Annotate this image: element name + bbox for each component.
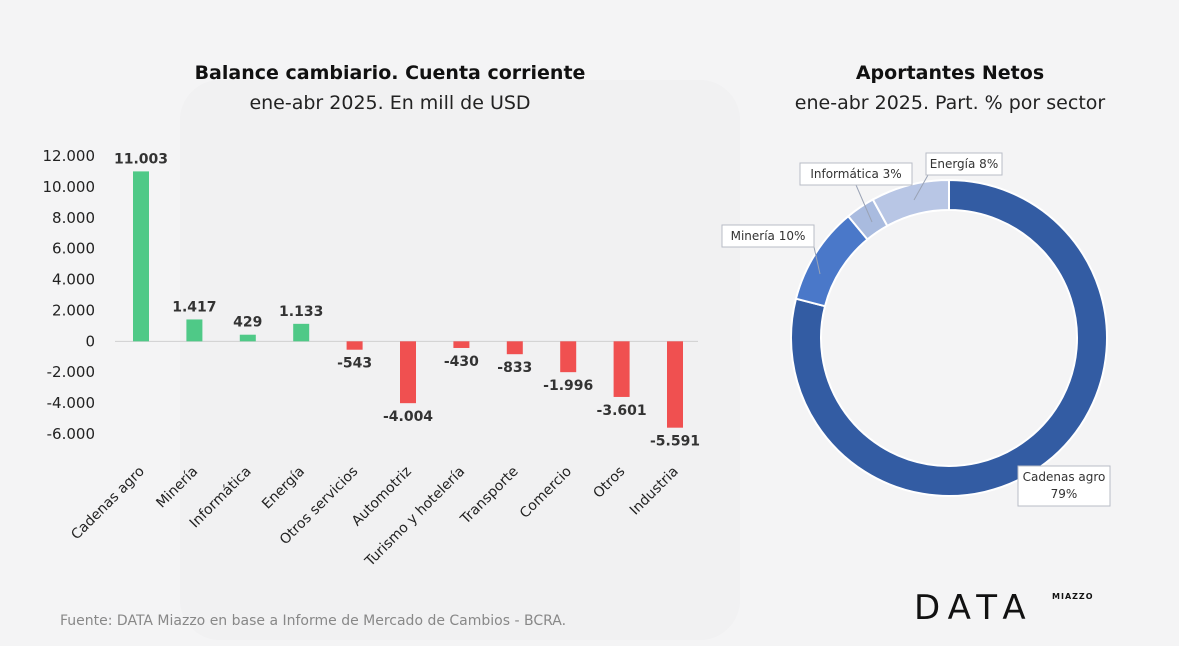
bar xyxy=(613,341,630,397)
donut-slice-label: 79% xyxy=(1051,487,1078,501)
bar xyxy=(346,341,363,350)
x-category-label: Otros xyxy=(590,464,628,502)
y-tick-label: 12.000 xyxy=(43,147,96,165)
logo-main-text: DATA xyxy=(914,588,1034,628)
callout-leader-line xyxy=(855,184,873,223)
x-category-label: Energía xyxy=(259,464,308,513)
y-tick-label: 2.000 xyxy=(52,301,95,319)
background-watermark-shape xyxy=(180,80,740,640)
donut-slice-label: Informática 3% xyxy=(810,167,901,181)
bar-value-label: -833 xyxy=(497,360,532,376)
y-tick-label: 6.000 xyxy=(52,240,95,258)
y-tick-label: -6.000 xyxy=(47,425,95,443)
bar-value-label: -543 xyxy=(337,356,372,372)
y-tick-label: -4.000 xyxy=(47,394,95,412)
bar xyxy=(560,341,577,373)
donut-slice-label: Energía 8% xyxy=(930,157,998,171)
y-tick-label: -2.000 xyxy=(47,363,95,381)
bar-value-label: -1.996 xyxy=(543,378,593,394)
donut-slice xyxy=(790,178,1108,497)
bar-value-label: 1.133 xyxy=(279,304,323,320)
callout-leader-line xyxy=(813,246,821,275)
x-category-label: Transporte xyxy=(457,464,522,529)
bar-chart-subtitle: ene-abr 2025. En mill de USD xyxy=(249,92,531,114)
callout-leader-line xyxy=(913,174,929,201)
donut-slice xyxy=(871,178,950,228)
bar-value-label: -4.004 xyxy=(383,409,433,425)
callout-box xyxy=(799,162,913,186)
bar-chart-title: Balance cambiario. Cuenta corriente xyxy=(194,62,586,84)
donut-slice-label: Minería 10% xyxy=(731,229,806,243)
source-note: Fuente: DATA Miazzo en base a Informe de… xyxy=(60,613,567,629)
callout-box xyxy=(1017,465,1111,507)
x-category-label: Industria xyxy=(627,464,682,519)
callout-box xyxy=(925,152,1003,176)
callout-box xyxy=(721,224,815,248)
bar xyxy=(400,341,416,404)
bar-value-label: -5.591 xyxy=(650,434,700,450)
x-category-label: Comercio xyxy=(517,464,575,522)
y-tick-label: 0 xyxy=(85,332,95,350)
x-category-label: Minería xyxy=(153,464,201,512)
bar-value-label: -3.601 xyxy=(597,403,647,419)
bar xyxy=(133,171,149,342)
bar-value-label: 1.417 xyxy=(172,299,216,315)
donut-slice-label: Cadenas agro xyxy=(1023,470,1106,484)
y-tick-label: 8.000 xyxy=(52,209,95,227)
data-miazzo-logo: DATA MIAZZO xyxy=(914,588,1093,628)
bar xyxy=(453,341,470,348)
bar-value-label: -430 xyxy=(444,354,479,370)
bar xyxy=(293,323,310,342)
bar xyxy=(506,341,523,355)
x-category-label: Cadenas agro xyxy=(68,464,148,544)
bar xyxy=(186,319,203,342)
x-category-label: Turismo y hotelería xyxy=(362,464,469,571)
y-tick-label: 4.000 xyxy=(52,271,95,289)
bar-value-label: 429 xyxy=(233,315,262,331)
bar xyxy=(239,334,256,342)
bar xyxy=(667,341,683,428)
bar-value-label: 11.003 xyxy=(114,151,168,167)
logo-sub-text: MIAZZO xyxy=(1052,592,1094,601)
donut-chart-title: Aportantes Netos xyxy=(855,62,1045,84)
y-tick-label: 10.000 xyxy=(43,178,96,196)
donut-chart-subtitle: ene-abr 2025. Part. % por sector xyxy=(794,92,1106,114)
